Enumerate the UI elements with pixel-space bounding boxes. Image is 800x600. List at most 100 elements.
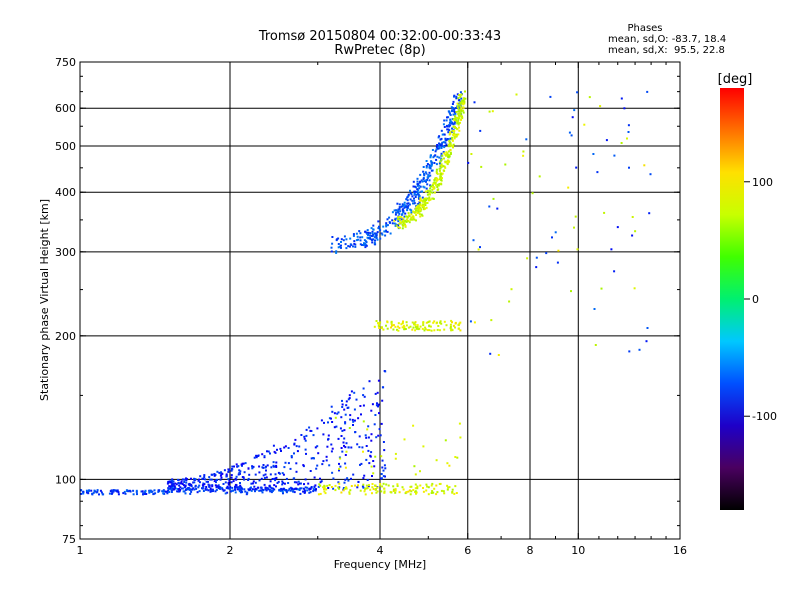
data-point [348,427,351,429]
data-point [219,488,222,490]
data-point [442,123,445,126]
data-point [442,141,445,144]
data-point [425,483,428,486]
data-point [337,243,340,245]
data-point [418,181,421,184]
data-point [167,480,170,483]
data-point [193,481,196,484]
data-point [240,487,243,489]
data-point [424,202,427,205]
data-point [410,485,413,488]
data-point [330,405,333,408]
data-point [342,239,345,242]
data-point [303,483,305,486]
data-point [491,110,494,113]
data-point [451,488,454,491]
data-point [379,434,382,437]
data-point [331,242,334,245]
data-point [440,183,443,186]
data-point [456,105,459,108]
data-point [281,490,284,493]
data-point [167,481,170,484]
data-point [464,90,466,93]
data-point [208,476,211,479]
data-point [450,120,453,123]
data-point [347,446,350,449]
data-point [358,435,361,438]
data-point [576,248,579,251]
data-point [363,474,366,477]
data-point [273,465,275,468]
data-point [332,487,335,490]
data-point [402,320,404,323]
data-point [254,490,256,493]
data-point [144,490,147,493]
data-point [429,325,432,328]
data-point [379,483,382,485]
data-point [454,112,457,115]
data-point [440,147,443,149]
data-point [303,437,306,440]
data-point [414,329,417,332]
data-point [377,405,379,408]
data-point [416,324,419,327]
data-point [181,487,184,490]
data-point [444,137,447,140]
data-point [207,489,210,492]
data-point [432,187,435,190]
data-point [327,487,330,489]
data-point [224,492,227,495]
data-point [462,106,465,109]
data-point [283,466,286,469]
data-point [410,490,413,493]
data-point [394,488,397,491]
data-point [181,483,184,485]
data-point [353,240,356,243]
data-point [420,199,423,202]
data-point [448,464,451,467]
data-point [377,220,380,223]
data-point [428,324,431,327]
data-point [594,344,597,346]
data-point [331,410,334,413]
data-point [413,191,416,194]
data-point [299,487,302,490]
data-point [447,116,450,119]
grid-lines [80,62,680,539]
x-tick-label: 1 [77,544,84,557]
data-point [571,116,574,119]
data-point [401,322,404,325]
colorbar-ticks: 100 0 -100 [744,176,777,423]
data-point [388,221,391,224]
data-point [360,462,363,465]
data-point [267,450,270,453]
data-point [382,469,385,472]
data-point [258,489,261,492]
data-point [440,144,443,147]
data-point [410,211,413,214]
data-point [432,491,435,494]
data-point [440,489,443,492]
data-point [319,477,321,480]
data-point [323,421,325,424]
data-point [447,143,450,146]
data-point [304,478,307,481]
data-point [178,482,181,485]
data-point [417,328,420,331]
data-point [423,201,426,204]
data-point [445,154,448,157]
data-point [434,150,437,153]
data-point [461,99,464,102]
data-point [405,321,408,324]
data-point [458,322,461,325]
data-point [457,107,460,110]
data-point [456,93,459,96]
data-point [183,481,186,483]
data-point [90,489,93,492]
data-point [452,113,455,116]
data-point [296,450,299,453]
data-point [214,490,217,493]
data-point [404,206,407,208]
data-point [201,484,204,487]
data-point [462,99,465,102]
